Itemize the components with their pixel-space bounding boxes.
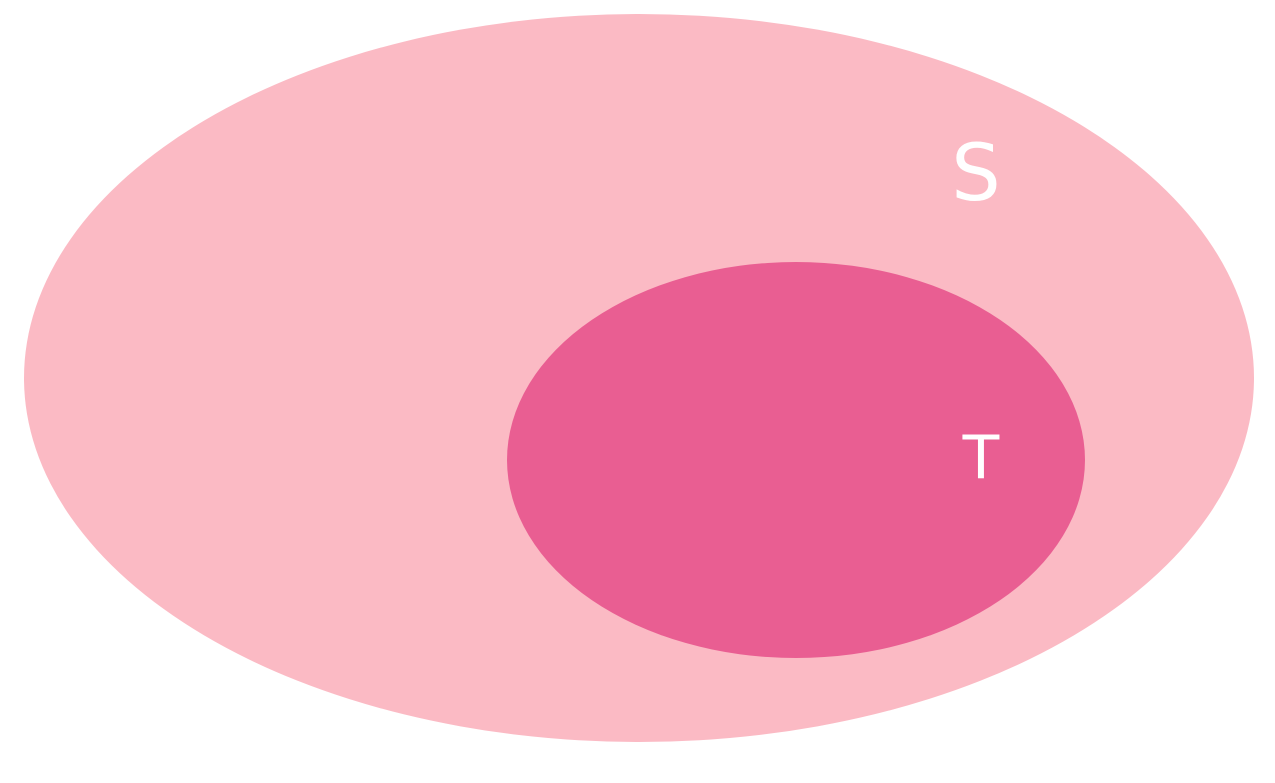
set-t-ellipse bbox=[507, 262, 1085, 658]
set-t-label: T bbox=[962, 423, 1000, 493]
set-s-label: S bbox=[951, 129, 1001, 219]
